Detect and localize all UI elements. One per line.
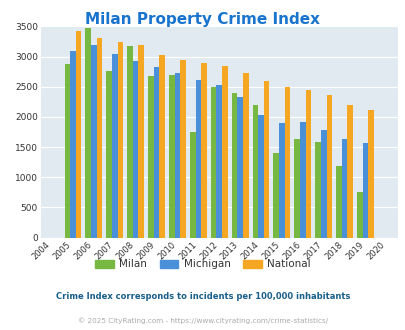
- Bar: [153, 67, 159, 238]
- Bar: [138, 45, 144, 238]
- Bar: [314, 142, 320, 238]
- Bar: [326, 95, 331, 238]
- Bar: [356, 192, 362, 238]
- Bar: [91, 45, 96, 238]
- Bar: [117, 42, 123, 238]
- Bar: [200, 63, 206, 238]
- Bar: [148, 76, 153, 238]
- Bar: [252, 105, 258, 238]
- Bar: [174, 74, 180, 238]
- Bar: [222, 66, 227, 238]
- Bar: [362, 143, 367, 238]
- Bar: [278, 123, 284, 238]
- Bar: [347, 105, 352, 238]
- Bar: [216, 85, 222, 238]
- Bar: [237, 97, 242, 238]
- Bar: [132, 61, 138, 238]
- Bar: [70, 51, 76, 238]
- Bar: [294, 139, 299, 238]
- Bar: [210, 87, 216, 238]
- Bar: [299, 122, 305, 238]
- Bar: [76, 31, 81, 238]
- Bar: [85, 28, 91, 238]
- Bar: [335, 166, 341, 238]
- Bar: [127, 46, 132, 238]
- Bar: [64, 64, 70, 238]
- Text: © 2025 CityRating.com - https://www.cityrating.com/crime-statistics/: © 2025 CityRating.com - https://www.city…: [78, 317, 327, 324]
- Text: Crime Index corresponds to incidents per 100,000 inhabitants: Crime Index corresponds to incidents per…: [55, 292, 350, 301]
- Bar: [341, 139, 347, 238]
- Bar: [258, 115, 263, 238]
- Bar: [159, 55, 164, 238]
- Text: Milan Property Crime Index: Milan Property Crime Index: [85, 12, 320, 26]
- Bar: [231, 93, 237, 238]
- Bar: [263, 81, 269, 238]
- Bar: [305, 90, 311, 238]
- Bar: [180, 60, 185, 238]
- Bar: [273, 153, 278, 238]
- Bar: [367, 110, 373, 238]
- Bar: [195, 80, 200, 238]
- Legend: Milan, Michigan, National: Milan, Michigan, National: [91, 255, 314, 274]
- Bar: [106, 71, 112, 238]
- Bar: [112, 54, 117, 238]
- Bar: [242, 73, 248, 238]
- Bar: [320, 130, 326, 238]
- Bar: [190, 132, 195, 238]
- Bar: [96, 38, 102, 238]
- Bar: [284, 87, 290, 238]
- Bar: [168, 75, 174, 238]
